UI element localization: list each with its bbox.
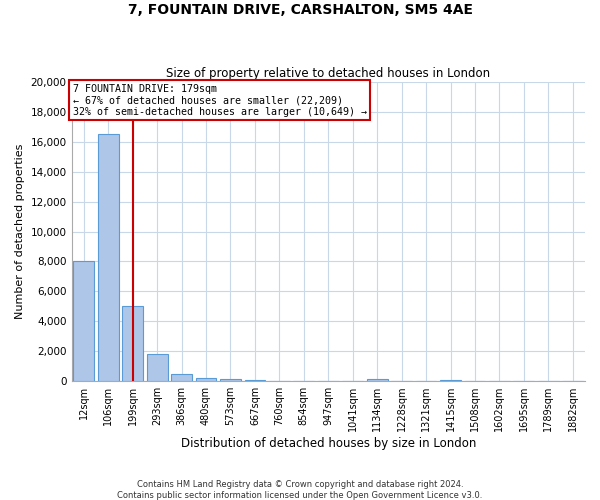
- Title: Size of property relative to detached houses in London: Size of property relative to detached ho…: [166, 66, 490, 80]
- Text: 7, FOUNTAIN DRIVE, CARSHALTON, SM5 4AE: 7, FOUNTAIN DRIVE, CARSHALTON, SM5 4AE: [128, 2, 473, 16]
- Bar: [440, 380, 461, 381]
- Bar: [220, 379, 241, 381]
- Bar: [367, 380, 388, 381]
- Bar: [73, 260, 94, 381]
- Bar: [171, 374, 192, 381]
- Bar: [245, 380, 265, 381]
- Bar: [196, 378, 217, 381]
- Bar: [98, 134, 119, 381]
- Y-axis label: Number of detached properties: Number of detached properties: [15, 144, 25, 320]
- Text: Contains HM Land Registry data © Crown copyright and database right 2024.
Contai: Contains HM Land Registry data © Crown c…: [118, 480, 482, 500]
- Bar: [122, 306, 143, 381]
- Text: 7 FOUNTAIN DRIVE: 179sqm
← 67% of detached houses are smaller (22,209)
32% of se: 7 FOUNTAIN DRIVE: 179sqm ← 67% of detach…: [73, 84, 367, 117]
- Bar: [147, 354, 167, 381]
- X-axis label: Distribution of detached houses by size in London: Distribution of detached houses by size …: [181, 437, 476, 450]
